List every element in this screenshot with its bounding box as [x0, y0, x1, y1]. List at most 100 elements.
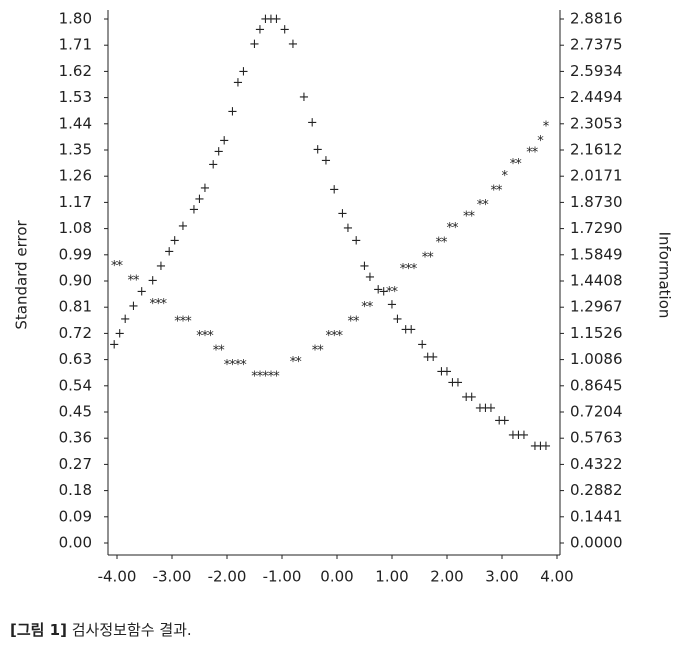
y2-tick-label: 1.0086 [570, 350, 623, 368]
point: * [532, 146, 539, 161]
point: * [257, 370, 264, 385]
point: * [295, 355, 302, 370]
point: * [361, 300, 368, 315]
point: + [299, 90, 310, 105]
point: + [508, 428, 519, 443]
y-tick-label: 0.00 [59, 534, 92, 552]
y2-tick-label: 2.8816 [570, 10, 623, 28]
point: * [235, 358, 242, 373]
point: + [147, 274, 158, 289]
point: + [359, 259, 370, 274]
x-tick-label: -1.00 [263, 568, 302, 586]
y2-tick-label: 2.4494 [570, 88, 623, 106]
point: * [400, 262, 407, 277]
point: * [482, 198, 489, 213]
y2-tick-label: 1.2967 [570, 298, 623, 316]
point: + [436, 365, 447, 380]
y2-tick-label: 1.4408 [570, 272, 623, 290]
y-tick-label: 1.44 [59, 114, 92, 132]
point: * [543, 119, 550, 134]
y2-tick-label: 2.7375 [570, 36, 623, 54]
point: * [469, 210, 476, 225]
point: + [249, 37, 260, 52]
point: + [406, 323, 417, 338]
point: + [271, 12, 282, 27]
y-tick-label: 0.09 [59, 507, 92, 525]
point: + [312, 143, 323, 158]
point: + [387, 297, 398, 312]
point: * [213, 343, 220, 358]
point: + [494, 414, 505, 429]
x-tick-label: -4.00 [98, 568, 137, 586]
y2-tick-label: 2.1612 [570, 141, 623, 159]
point: * [411, 262, 418, 277]
point: + [109, 337, 120, 352]
point: + [519, 428, 530, 443]
point: + [169, 234, 180, 249]
point: + [400, 323, 411, 338]
y2-tick-label: 0.5763 [570, 429, 623, 447]
point: + [288, 37, 299, 52]
point: * [207, 329, 214, 344]
point: + [475, 401, 486, 416]
y-axis-label: Standard error [13, 220, 31, 330]
y2-tick-label: 0.4322 [570, 455, 623, 473]
point: + [392, 312, 403, 327]
point: + [535, 439, 546, 454]
point: + [329, 183, 340, 198]
point: + [227, 105, 238, 120]
point: + [442, 365, 453, 380]
point: + [453, 375, 464, 390]
point: + [208, 157, 219, 172]
x-tick-label: 0.00 [320, 568, 353, 586]
y-tick-label: 0.27 [59, 455, 92, 473]
point: * [510, 157, 517, 172]
point: * [133, 274, 140, 289]
point: * [447, 221, 454, 236]
point: * [185, 314, 192, 329]
point: + [466, 390, 477, 405]
point: * [452, 221, 459, 236]
point: * [386, 285, 393, 300]
point: * [496, 183, 503, 198]
y-tick-label: 0.90 [59, 272, 92, 290]
y2-tick-label: 1.1526 [570, 324, 623, 342]
point: + [321, 154, 332, 169]
point: + [337, 206, 348, 221]
point: * [196, 329, 203, 344]
y-tick-label: 1.71 [59, 36, 92, 54]
y2-tick-label: 2.3053 [570, 114, 623, 132]
point: + [378, 285, 389, 300]
point: * [262, 370, 269, 385]
y2-tick-label: 2.5934 [570, 62, 623, 80]
y-tick-label: 0.45 [59, 403, 92, 421]
point: + [480, 401, 491, 416]
point: + [200, 181, 211, 196]
x-tick-label: 1.00 [375, 568, 408, 586]
x-tick-label: 4.00 [540, 568, 573, 586]
point: * [312, 343, 319, 358]
y-tick-label: 1.80 [59, 10, 92, 28]
point: * [268, 370, 275, 385]
point: + [343, 221, 354, 236]
point: + [428, 350, 439, 365]
y2-tick-label: 0.7204 [570, 403, 623, 421]
point: * [367, 300, 374, 315]
point: + [194, 192, 205, 207]
y-tick-label: 1.35 [59, 141, 92, 159]
point: * [240, 358, 247, 373]
point: + [307, 115, 318, 130]
point: + [513, 428, 524, 443]
point: * [202, 329, 209, 344]
point: * [161, 297, 168, 312]
x-tick-label: -3.00 [153, 568, 192, 586]
y2-tick-label: 1.7290 [570, 219, 623, 237]
point: + [233, 75, 244, 90]
point: * [502, 169, 509, 184]
point: * [515, 157, 522, 172]
y2-tick-label: 2.0171 [570, 167, 623, 185]
point: * [392, 285, 399, 300]
point: * [180, 314, 187, 329]
point: + [279, 23, 290, 38]
point: + [541, 439, 552, 454]
